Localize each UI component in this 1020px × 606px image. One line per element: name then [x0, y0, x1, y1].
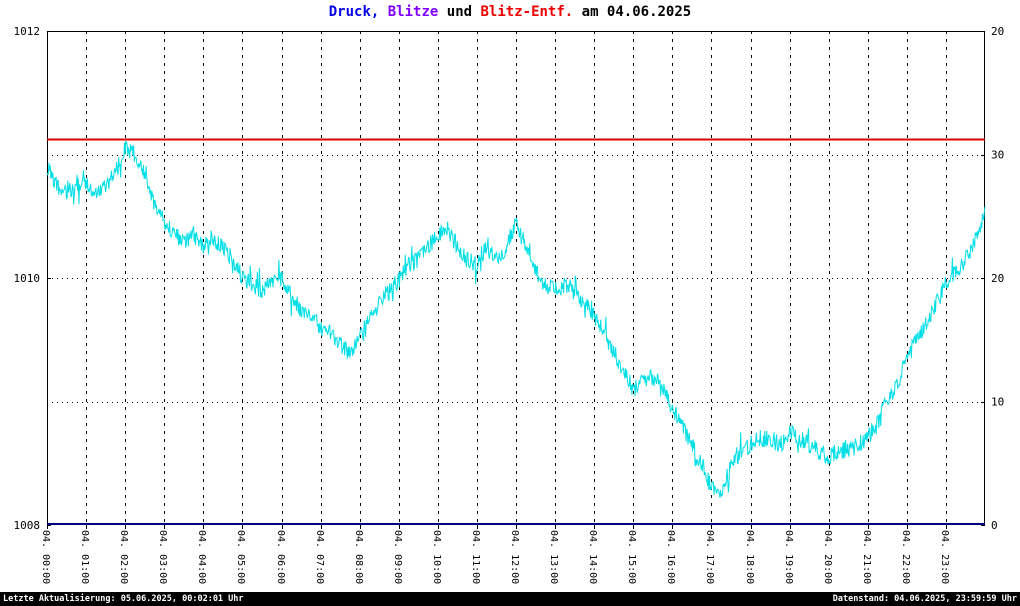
svg-text:1010: 1010	[14, 272, 41, 285]
series-druck-line	[46, 140, 986, 498]
title-segment-druck: Druck,	[328, 4, 380, 20]
svg-text:30: 30	[991, 149, 1004, 162]
svg-text:04. 19:00: 04. 19:00	[783, 530, 794, 584]
svg-text:0: 0	[991, 519, 998, 532]
svg-text:04. 23:00: 04. 23:00	[939, 530, 950, 584]
svg-text:04. 06:00: 04. 06:00	[275, 530, 286, 584]
svg-text:04. 07:00: 04. 07:00	[314, 530, 325, 584]
svg-text:04. 02:00: 04. 02:00	[118, 530, 129, 584]
svg-text:04. 05:00: 04. 05:00	[235, 530, 246, 584]
svg-text:1012: 1012	[14, 25, 41, 38]
svg-text:04. 08:00: 04. 08:00	[353, 530, 364, 584]
footer-data-timestamp: Datenstand: 04.06.2025, 23:59:59 Uhr	[832, 594, 1017, 604]
svg-text:04. 12:00: 04. 12:00	[509, 530, 520, 584]
svg-text:04. 13:00: 04. 13:00	[548, 530, 559, 584]
title-segment-blitze: Blitze	[379, 4, 439, 20]
svg-text:04. 03:00: 04. 03:00	[157, 530, 168, 584]
grid-vertical	[86, 31, 947, 525]
footer-last-update: Letzte Aktualisierung: 05.06.2025, 00:02…	[3, 594, 244, 604]
svg-text:04. 04:00: 04. 04:00	[196, 530, 207, 584]
svg-text:04. 18:00: 04. 18:00	[744, 530, 755, 584]
svg-text:10: 10	[991, 396, 1004, 409]
y-left-labels: 1012 1010 1008	[14, 25, 41, 532]
svg-text:04. 14:00: 04. 14:00	[587, 530, 598, 584]
svg-text:04. 00:00: 04. 00:00	[40, 530, 51, 584]
y-right-labels: 30 20 10 0 20	[991, 25, 1004, 532]
svg-text:04. 17:00: 04. 17:00	[704, 530, 715, 584]
chart-title: Druck, Blitze und Blitz-Entf. am 04.06.2…	[0, 4, 1020, 20]
y-right-top-label: 20	[991, 25, 1004, 38]
footer-bar: Letzte Aktualisierung: 05.06.2025, 00:02…	[0, 592, 1020, 606]
svg-text:04. 09:00: 04. 09:00	[392, 530, 403, 584]
title-segment-blitz-entf: Blitz-Entf.	[472, 4, 574, 20]
svg-text:04. 10:00: 04. 10:00	[431, 530, 442, 584]
title-segment-und: und	[438, 4, 473, 20]
svg-text:04. 21:00: 04. 21:00	[861, 530, 872, 584]
svg-text:04. 15:00: 04. 15:00	[626, 530, 637, 584]
svg-text:04. 01:00: 04. 01:00	[79, 530, 90, 584]
axis-ticks	[47, 31, 985, 529]
svg-text:04. 22:00: 04. 22:00	[900, 530, 911, 584]
svg-text:04. 11:00: 04. 11:00	[470, 530, 481, 584]
svg-text:04. 20:00: 04. 20:00	[822, 530, 833, 584]
x-axis-labels: 04. 00:00 04. 01:00 04. 02:00 04. 03:00 04. …	[40, 530, 950, 584]
title-segment-date: am 04.06.2025	[573, 4, 692, 20]
svg-text:1008: 1008	[14, 519, 41, 532]
svg-text:04. 16:00: 04. 16:00	[665, 530, 676, 584]
svg-text:20: 20	[991, 272, 1004, 285]
